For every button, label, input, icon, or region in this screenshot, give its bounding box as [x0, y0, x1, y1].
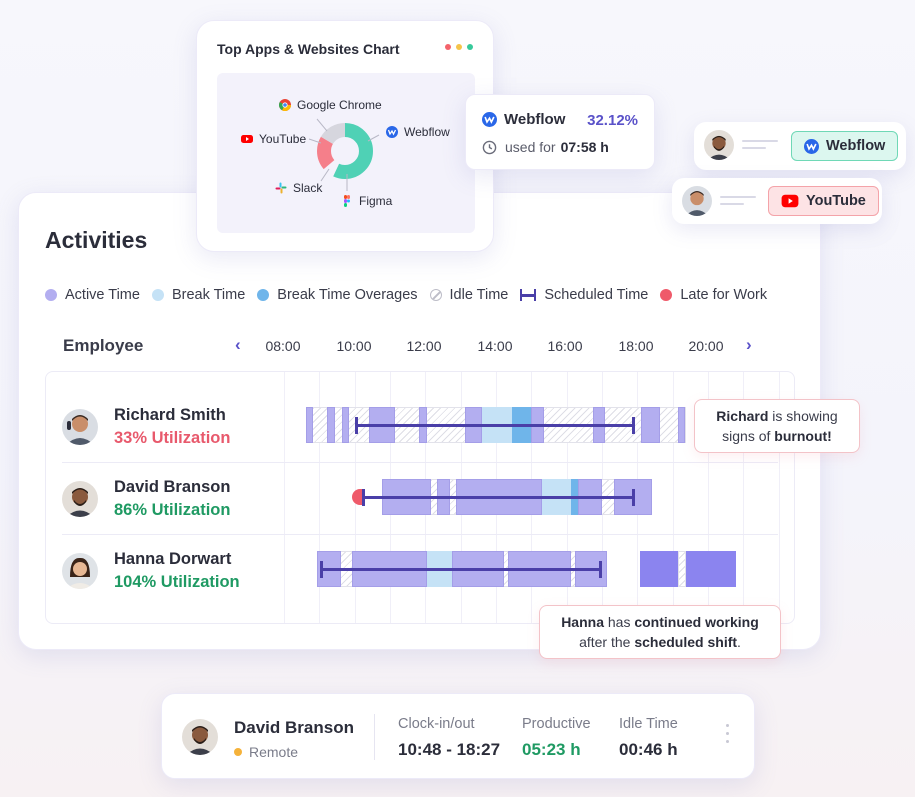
avatar	[62, 409, 98, 445]
legend-late-for-work: Late for Work	[660, 287, 767, 303]
employee-row-david[interactable]: David Branson 86% Utilization	[62, 478, 230, 520]
timeline-grid: Richard Smith 33% Utilization David Bran…	[45, 371, 795, 624]
chip-youtube[interactable]: YouTube	[672, 178, 882, 224]
summary-location: Remote	[234, 744, 298, 760]
active-segment	[678, 407, 685, 443]
scheduled-icon	[520, 289, 537, 301]
utilization: 104% Utilization	[114, 573, 240, 591]
webflow-icon	[804, 138, 819, 154]
youtube-icon	[781, 194, 799, 208]
slack-icon	[275, 182, 287, 194]
overtime-tooltip: Hanna has continued working after the sc…	[539, 605, 781, 659]
chrome-icon	[279, 99, 291, 111]
legend-active-time: Active Time	[45, 287, 140, 303]
employee-row-richard[interactable]: Richard Smith 33% Utilization	[62, 406, 230, 448]
employee-name: Richard Smith	[114, 406, 226, 424]
minimize-dot-icon[interactable]	[456, 44, 462, 50]
prev-arrow-icon[interactable]: ‹	[235, 335, 241, 354]
webflow-icon	[386, 126, 398, 138]
legend-label: Scheduled Time	[544, 287, 649, 303]
time-tick: 20:00	[688, 338, 724, 354]
legend-label: Active Time	[65, 287, 140, 303]
apps-chart-title: Top Apps & Websites Chart	[217, 41, 400, 57]
avatar	[704, 130, 734, 160]
legend-scheduled-time: Scheduled Time	[520, 287, 648, 303]
next-arrow-icon[interactable]: ›	[746, 335, 752, 354]
app-youtube[interactable]: YouTube	[241, 132, 306, 146]
apps-donut-area: Google Chrome YouTube Webflow Slack Figm…	[217, 73, 475, 233]
popover-app-name: Webflow	[504, 111, 566, 128]
figma-icon	[344, 195, 350, 207]
legend-label: Late for Work	[680, 287, 768, 303]
break-dot-icon	[151, 289, 164, 301]
clock-icon	[482, 140, 497, 154]
overtime-segment	[686, 551, 736, 587]
summary-employee-name: David Branson	[234, 718, 354, 737]
top-apps-card: Top Apps & Websites Chart Google Chrome …	[196, 20, 494, 252]
scheduled-bar	[320, 561, 602, 578]
avatar	[62, 481, 98, 517]
avatar	[62, 553, 98, 589]
activities-card: Activities Active Time Break Time Break …	[18, 192, 860, 659]
employee-name: David Branson	[114, 478, 231, 496]
legend-break-overages: Break Time Overages	[257, 287, 418, 303]
legend-label: Break Time	[171, 287, 246, 303]
window-controls	[440, 44, 473, 50]
overtime-segment	[640, 551, 678, 587]
active-segment	[641, 407, 660, 443]
youtube-tag: YouTube	[768, 186, 879, 216]
webflow-usage-popover: Webflow 32.12% used for 07:58 h	[465, 94, 655, 170]
apps-donut-chart	[308, 118, 380, 191]
more-options-icon[interactable]	[726, 724, 730, 748]
time-tick: 16:00	[547, 338, 583, 354]
avatar	[682, 186, 712, 216]
utilization: 33% Utilization	[114, 429, 231, 447]
time-tick: 12:00	[406, 338, 442, 354]
youtube-icon	[241, 135, 253, 143]
time-tick: 14:00	[477, 338, 513, 354]
app-webflow[interactable]: Webflow	[386, 125, 450, 139]
late-marker	[352, 489, 364, 505]
webflow-tag: Webflow	[791, 131, 899, 161]
employee-name: Hanna Dorwart	[114, 550, 232, 568]
legend-idle-time: Idle Time	[429, 287, 509, 303]
employee-column-header: Employee	[63, 336, 144, 355]
idle-icon	[429, 289, 442, 301]
active-dot-icon	[45, 289, 57, 301]
scheduled-bar	[355, 417, 635, 434]
close-dot-icon[interactable]	[445, 44, 451, 50]
popover-percent: 32.12%	[587, 112, 638, 129]
scheduled-bar	[362, 489, 635, 506]
status-dot-icon	[234, 748, 242, 756]
chip-webflow[interactable]: Webflow	[694, 122, 906, 170]
popover-used-label: used for	[505, 139, 556, 155]
avatar	[182, 719, 218, 755]
app-figma[interactable]: Figma	[341, 194, 392, 208]
app-slack[interactable]: Slack	[275, 181, 322, 195]
idle-segment	[678, 551, 686, 587]
maximize-dot-icon[interactable]	[467, 44, 473, 50]
app-google-chrome[interactable]: Google Chrome	[279, 98, 382, 112]
burnout-tooltip: Richard is showing signs of burnout!	[694, 399, 860, 453]
legend-break-time: Break Time	[151, 287, 246, 303]
active-segment	[327, 407, 335, 443]
employee-row-hanna[interactable]: Hanna Dorwart 104% Utilization	[62, 550, 240, 592]
activities-title: Activities	[45, 227, 148, 253]
employee-summary-card[interactable]: David Branson Remote Clock-in/out 10:48 …	[161, 693, 755, 779]
time-tick: 08:00	[265, 338, 301, 354]
time-tick: 18:00	[618, 338, 654, 354]
utilization: 86% Utilization	[114, 501, 231, 519]
late-dot-icon	[660, 289, 673, 301]
legend: Active Time Break Time Break Time Overag…	[45, 287, 779, 303]
webflow-icon	[482, 112, 497, 127]
active-segment	[306, 407, 313, 443]
overage-dot-icon	[257, 289, 270, 301]
popover-used-time: 07:58 h	[560, 139, 609, 155]
active-segment	[342, 407, 349, 443]
legend-label: Idle Time	[449, 287, 509, 303]
legend-label: Break Time Overages	[277, 287, 418, 303]
time-tick: 10:00	[336, 338, 372, 354]
